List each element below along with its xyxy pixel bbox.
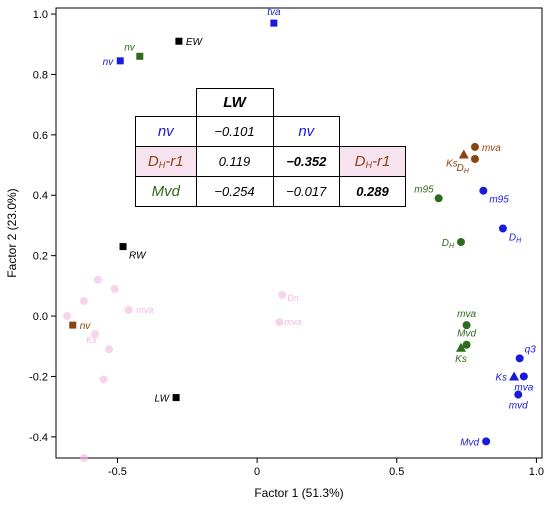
- table-col-header: DH-r1: [339, 146, 406, 177]
- x-axis-title: Factor 1 (51.3%): [254, 486, 343, 500]
- faded-point: [99, 375, 108, 384]
- y-axis-title: Factor 2 (23.0%): [5, 188, 19, 277]
- table-cell: −0.352: [272, 146, 340, 177]
- point-label: DH: [457, 163, 470, 175]
- point-label: tva: [267, 7, 281, 18]
- point-label: RW: [129, 251, 147, 262]
- x-tick-label: -0.5: [108, 466, 127, 478]
- faded-background-points: mva Ks Dn mva: [63, 275, 301, 462]
- point-label: DH: [442, 238, 455, 250]
- faded-point: [93, 275, 102, 284]
- point-label: nv: [80, 321, 92, 332]
- faded-label: mva: [136, 305, 153, 315]
- point-label: mva: [482, 143, 501, 154]
- faded-point: [63, 312, 72, 321]
- point-label: mva: [457, 309, 476, 320]
- data-points: EWRWLWtvanvnvnvmvaDHKsm95m95DHDHmvaMvdKs…: [69, 7, 536, 448]
- point-label: nv: [103, 57, 115, 68]
- y-tick-label: 0.8: [33, 69, 48, 81]
- faded-label: mva: [284, 317, 301, 327]
- y-tick-label: 0.4: [33, 190, 48, 202]
- table-col-header: LW: [195, 88, 274, 117]
- faded-point: [91, 330, 100, 339]
- point-label: Mvd: [460, 437, 479, 448]
- point-marker-circle: [462, 340, 471, 349]
- table-cell: −0.101: [195, 116, 274, 147]
- faded-point: [110, 284, 119, 293]
- point-marker-circle: [479, 186, 488, 195]
- point-label: mvd: [509, 401, 528, 412]
- table-cell: −0.017: [272, 176, 340, 207]
- plot-frame: [55, 7, 543, 459]
- table-row: Mvd −0.254 −0.017 0.289: [135, 176, 406, 207]
- point-label: nv: [124, 42, 136, 53]
- point-label: m95: [489, 195, 509, 206]
- table-row: DH-r1 0.119 −0.352 DH-r1: [135, 146, 406, 177]
- point-marker-circle: [514, 390, 523, 399]
- faded-label: Dn: [287, 293, 299, 303]
- y-tick-label: 1.0: [33, 9, 48, 21]
- y-tick-label: 0.0: [33, 311, 48, 323]
- table-row-label: nv: [135, 116, 197, 147]
- point-label: LW: [154, 394, 170, 405]
- table-row-label: Mvd: [135, 176, 197, 207]
- point-marker-square: [136, 52, 144, 60]
- point-label: Ks: [495, 372, 507, 383]
- faded-point: [278, 290, 287, 299]
- point-marker-square: [175, 37, 183, 45]
- axis-ticks: -0.5 0 0.5 1.0 -0.4 -0.2 0.0 0.2 0.4 0.6 0.8 1.0: [29, 9, 544, 478]
- faded-point: [275, 318, 284, 327]
- y-tick-label: 0.2: [33, 251, 48, 263]
- table-col-header: nv: [272, 116, 340, 147]
- point-marker-circle: [515, 354, 524, 363]
- y-tick-label: 0.6: [33, 130, 48, 142]
- point-marker-circle: [482, 437, 491, 446]
- x-tick-label: 1.0: [529, 466, 544, 478]
- table-cell: −0.254: [195, 176, 274, 207]
- point-marker-triangle: [509, 371, 520, 381]
- y-tick-label: -0.2: [29, 371, 48, 383]
- point-label: EW: [186, 37, 204, 48]
- x-tick-label: 0: [254, 466, 260, 478]
- point-label: mva: [514, 382, 533, 393]
- point-marker-circle: [470, 142, 479, 151]
- y-tick-label: -0.4: [29, 432, 48, 444]
- faded-point: [105, 345, 114, 354]
- point-marker-square: [116, 57, 124, 65]
- faded-label: Ks: [86, 335, 97, 345]
- table-row-label: DH-r1: [135, 146, 197, 177]
- point-marker-circle: [498, 224, 507, 233]
- point-label: Ks: [455, 354, 467, 365]
- point-marker-square: [119, 243, 127, 251]
- correlation-table: LW nv −0.101 nv DH-r1 0.119 −0.352 DH-r1…: [135, 88, 406, 207]
- point-label: Mvd: [457, 329, 476, 340]
- point-marker-triangle: [456, 342, 466, 352]
- point-marker-circle: [470, 155, 479, 164]
- point-marker-circle: [434, 194, 443, 203]
- point-marker-triangle: [458, 149, 469, 159]
- table-cell: 0.119: [195, 146, 274, 177]
- faded-point: [79, 296, 88, 305]
- table-cell: 0.289: [339, 176, 406, 207]
- table-header-row: LW: [136, 88, 406, 117]
- point-label: m95: [414, 184, 434, 195]
- point-label: Ks: [446, 158, 458, 169]
- point-marker-circle: [457, 238, 465, 247]
- point-marker-square: [270, 19, 278, 27]
- point-marker-circle: [462, 321, 471, 330]
- faded-point: [79, 454, 88, 462]
- point-marker-square: [172, 394, 180, 402]
- point-marker-circle: [519, 372, 528, 381]
- point-marker-square: [69, 321, 77, 329]
- point-label: q3: [525, 344, 537, 355]
- point-label: DH: [509, 232, 522, 244]
- table-row: nv −0.101 nv: [135, 116, 406, 147]
- x-tick-label: 0.5: [389, 466, 404, 478]
- faded-point: [124, 306, 133, 315]
